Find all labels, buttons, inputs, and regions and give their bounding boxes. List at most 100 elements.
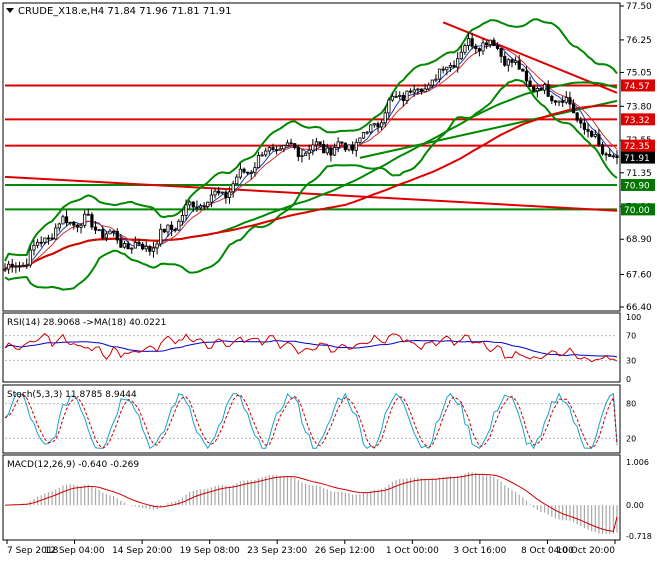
candle-body xyxy=(354,141,358,151)
rsi-ma-line xyxy=(4,339,618,358)
candle-body xyxy=(485,42,489,46)
candle-body xyxy=(466,38,471,46)
candle-body xyxy=(184,204,188,216)
candle-body xyxy=(369,124,373,133)
level-price-box xyxy=(621,79,655,92)
bollinger-lower-line xyxy=(4,78,618,291)
price-tick-label: 75.05 xyxy=(626,68,652,78)
candle-body xyxy=(169,224,174,230)
candle-body xyxy=(72,221,76,226)
time-tick-label: 12 Sep 04:00 xyxy=(45,546,105,556)
candle-body xyxy=(75,224,80,228)
level-price-box xyxy=(621,178,655,191)
candle-body xyxy=(398,95,402,97)
candle-body xyxy=(332,147,337,156)
candle-body xyxy=(217,190,221,194)
candle-body xyxy=(101,229,105,239)
candle-body xyxy=(535,87,539,92)
collapse-triangle-icon[interactable] xyxy=(6,8,14,13)
candle-body xyxy=(224,191,228,198)
candle-body xyxy=(597,133,601,146)
ma-slow-red-line xyxy=(4,104,618,270)
candle-body xyxy=(528,80,532,87)
candle-body xyxy=(532,86,536,92)
candle-body xyxy=(503,55,507,66)
candle-body xyxy=(242,168,246,173)
candle-body xyxy=(3,268,7,271)
candle-body xyxy=(372,123,376,126)
macd-signal-line xyxy=(4,473,618,532)
level-price-label: 71.91 xyxy=(624,154,650,164)
time-tick-label: 3 Oct 16:00 xyxy=(453,546,506,556)
candle-body xyxy=(604,153,608,156)
candle-body xyxy=(351,144,355,151)
candle-body xyxy=(430,79,434,86)
candle-body xyxy=(427,84,431,90)
candle-body xyxy=(463,45,467,53)
candle-body xyxy=(568,97,572,105)
time-tick-label: 1 Oct 00:00 xyxy=(386,546,439,556)
candle-body xyxy=(227,191,232,198)
candle-body xyxy=(343,142,348,151)
candle-body xyxy=(35,241,40,246)
candle-body xyxy=(14,265,18,268)
candle-body xyxy=(506,59,510,66)
candle-body xyxy=(39,241,43,244)
candle-body xyxy=(246,171,250,174)
rsi-tick-label: 30 xyxy=(626,356,636,365)
candle-body xyxy=(582,122,587,130)
stoch-header: Stoch(5,3,3) 11.8785 8.9444 xyxy=(7,390,137,400)
candle-body xyxy=(278,148,282,151)
ma-fast-red-line xyxy=(4,44,618,270)
rsi-tick-label: 100 xyxy=(626,313,641,322)
level-price-label: 73.32 xyxy=(624,116,650,126)
candle-body xyxy=(437,68,442,80)
candle-body xyxy=(608,153,612,157)
candle-body xyxy=(130,247,134,250)
time-tick-label: 10 Oct 20:00 xyxy=(556,546,615,556)
candle-body xyxy=(477,48,481,52)
candle-body xyxy=(213,190,217,196)
candle-body xyxy=(166,224,170,233)
candle-body xyxy=(206,201,210,207)
candle-body xyxy=(112,230,116,233)
candle-body xyxy=(336,141,340,148)
candle-body xyxy=(104,233,108,239)
candle-body xyxy=(191,201,195,208)
candle-body xyxy=(546,84,550,97)
axes: 77.5076.2575.0573.8072.5571.3570.1068.90… xyxy=(6,2,655,556)
candle-body xyxy=(488,39,492,46)
candle-body xyxy=(188,201,192,206)
candle-body xyxy=(144,246,148,250)
candle-body xyxy=(173,229,177,231)
stoch-signal-line xyxy=(4,393,618,449)
candle-body xyxy=(408,90,413,93)
candle-body xyxy=(133,241,137,249)
candle-body xyxy=(542,84,547,91)
candle-body xyxy=(64,216,69,224)
candle-body xyxy=(7,263,11,270)
candle-body xyxy=(267,147,271,152)
candle-body xyxy=(590,130,594,137)
macd-tick-label: 0.00 xyxy=(626,501,644,510)
candle-body xyxy=(495,45,500,49)
candle-body xyxy=(401,95,405,102)
candle-body xyxy=(380,122,384,128)
level-price-label: 70.00 xyxy=(624,206,650,216)
candle-body xyxy=(90,214,94,228)
candle-body xyxy=(289,142,293,145)
price-tick-label: 76.25 xyxy=(626,36,652,46)
candle-body xyxy=(195,206,199,209)
trend-line-resistance-long xyxy=(4,175,618,212)
candle-body xyxy=(260,154,264,157)
candle-body xyxy=(141,243,145,250)
price-tick-label: 77.50 xyxy=(626,2,652,12)
macd-plot xyxy=(4,472,618,534)
candle-body xyxy=(21,264,25,267)
candle-body xyxy=(28,249,32,266)
candle-body xyxy=(448,65,453,68)
candle-body xyxy=(376,123,380,128)
macd-header: MACD(12,26,9) -0.640 -0.269 xyxy=(7,460,139,470)
candle-body xyxy=(285,142,290,146)
main-header: CRUDE_X18.e,H4 71.84 71.96 71.81 71.91 xyxy=(18,6,231,17)
